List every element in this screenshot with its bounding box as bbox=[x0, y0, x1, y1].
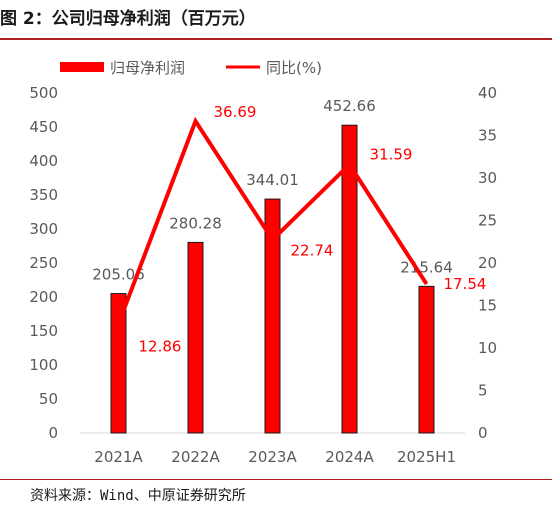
line-value-label: 12.86 bbox=[139, 338, 182, 356]
legend-line-label: 同比(%) bbox=[266, 59, 322, 77]
bar bbox=[341, 124, 358, 434]
line-labels: 12.86 36.69 22.74 31.59 17.54 bbox=[139, 103, 487, 356]
left-tick-label: 100 bbox=[29, 356, 58, 374]
line-point bbox=[272, 239, 273, 241]
legend-bar-swatch bbox=[60, 62, 104, 72]
x-tick-label: 2021A bbox=[94, 448, 143, 466]
line-point bbox=[195, 120, 196, 122]
left-axis: 0 50 100 150 200 250 300 350 400 450 500 bbox=[29, 84, 58, 442]
x-tick-label: 2025H1 bbox=[397, 448, 456, 466]
left-tick-label: 200 bbox=[29, 288, 58, 306]
right-tick-label: 25 bbox=[478, 212, 497, 230]
footer-divider bbox=[0, 479, 552, 480]
right-tick-label: 15 bbox=[478, 297, 497, 315]
right-tick-label: 30 bbox=[478, 169, 497, 187]
right-tick-label: 35 bbox=[478, 127, 497, 145]
right-tick-label: 0 bbox=[478, 424, 488, 442]
line-point bbox=[349, 163, 350, 165]
line-series bbox=[116, 116, 429, 325]
bar-value-label: 205.06 bbox=[92, 266, 145, 284]
bar-series bbox=[110, 124, 435, 434]
right-tick-label: 5 bbox=[478, 382, 488, 400]
legend: 归母净利润 同比(%) bbox=[60, 59, 322, 77]
bar-value-label: 344.01 bbox=[246, 171, 299, 189]
left-tick-label: 300 bbox=[29, 220, 58, 238]
right-tick-label: 40 bbox=[478, 84, 497, 102]
left-tick-label: 400 bbox=[29, 152, 58, 170]
right-tick-label: 10 bbox=[478, 339, 497, 357]
left-tick-label: 250 bbox=[29, 254, 58, 272]
left-tick-label: 150 bbox=[29, 322, 58, 340]
bar bbox=[418, 285, 435, 434]
line-point bbox=[426, 283, 427, 285]
bar-value-label: 280.28 bbox=[169, 214, 222, 232]
x-tick-label: 2022A bbox=[171, 448, 220, 466]
right-axis: 0 5 10 15 20 25 30 35 40 bbox=[478, 84, 497, 442]
line-value-label: 17.54 bbox=[444, 275, 487, 293]
bar-value-label: 215.64 bbox=[400, 258, 453, 276]
line-value-label: 31.59 bbox=[370, 145, 413, 163]
right-tick-label: 20 bbox=[478, 254, 497, 272]
left-tick-label: 0 bbox=[48, 424, 58, 442]
figure-title: 图 2：公司归母净利润（百万元） bbox=[0, 9, 256, 29]
legend-bar-label: 归母净利润 bbox=[110, 59, 185, 77]
x-axis: 2021A 2022A 2023A 2024A 2025H1 bbox=[80, 432, 465, 466]
source-note: 资料来源：Wind、中原证券研究所 bbox=[30, 488, 246, 504]
bar bbox=[264, 198, 281, 434]
left-tick-label: 450 bbox=[29, 118, 58, 136]
left-tick-label: 50 bbox=[39, 390, 58, 408]
line-value-label: 36.69 bbox=[214, 103, 257, 121]
title-divider bbox=[0, 38, 552, 40]
bar bbox=[110, 293, 127, 434]
x-tick-label: 2024A bbox=[325, 448, 374, 466]
left-tick-label: 350 bbox=[29, 186, 58, 204]
line-value-label: 22.74 bbox=[291, 242, 334, 260]
x-tick-label: 2023A bbox=[248, 448, 297, 466]
left-tick-label: 500 bbox=[29, 84, 58, 102]
line-point bbox=[118, 323, 119, 325]
bar bbox=[187, 241, 204, 434]
bar-value-label: 452.66 bbox=[323, 97, 376, 115]
